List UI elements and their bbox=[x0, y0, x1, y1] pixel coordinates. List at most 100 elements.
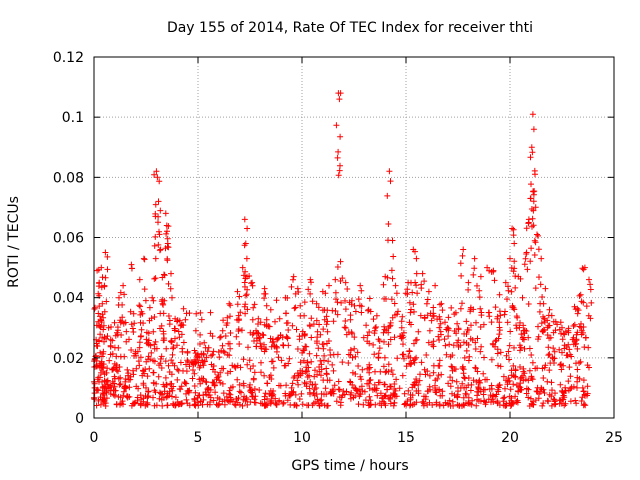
data-point bbox=[587, 286, 594, 293]
data-point bbox=[176, 334, 183, 341]
data-point bbox=[509, 304, 516, 311]
data-point bbox=[111, 392, 118, 399]
data-point bbox=[109, 366, 116, 373]
data-point bbox=[385, 221, 392, 227]
data-point bbox=[289, 389, 296, 396]
data-point bbox=[373, 312, 380, 319]
data-point bbox=[438, 371, 445, 378]
data-point bbox=[579, 265, 586, 272]
data-point bbox=[167, 380, 174, 387]
data-point bbox=[351, 345, 358, 352]
data-point bbox=[124, 393, 131, 400]
data-point bbox=[529, 149, 536, 156]
x-tick-label: 25 bbox=[605, 430, 623, 446]
data-point bbox=[558, 400, 565, 407]
data-point bbox=[140, 395, 147, 402]
data-point bbox=[335, 386, 342, 393]
data-point bbox=[334, 264, 341, 270]
data-point bbox=[136, 362, 143, 369]
data-point bbox=[242, 301, 249, 308]
data-point bbox=[497, 349, 504, 356]
data-point bbox=[580, 388, 587, 395]
data-point bbox=[244, 306, 251, 313]
data-point bbox=[267, 306, 274, 313]
data-point bbox=[449, 364, 456, 371]
data-point bbox=[162, 210, 169, 217]
data-point bbox=[430, 312, 437, 319]
data-point bbox=[355, 363, 362, 369]
data-point bbox=[316, 402, 323, 409]
data-point bbox=[540, 300, 547, 307]
data-point bbox=[164, 235, 171, 242]
data-point bbox=[336, 96, 343, 103]
data-point bbox=[239, 264, 246, 271]
data-point bbox=[490, 341, 497, 348]
data-point bbox=[496, 331, 503, 338]
data-point bbox=[337, 90, 344, 97]
data-point bbox=[145, 393, 152, 399]
data-point bbox=[510, 362, 517, 369]
data-point bbox=[191, 370, 198, 377]
data-point bbox=[316, 321, 323, 328]
data-point bbox=[387, 394, 394, 401]
data-point bbox=[226, 352, 233, 359]
data-point bbox=[470, 377, 477, 384]
data-point bbox=[244, 286, 251, 293]
data-point bbox=[579, 384, 586, 391]
data-point bbox=[166, 321, 173, 328]
data-point bbox=[376, 400, 383, 407]
data-point bbox=[510, 381, 517, 388]
data-point bbox=[163, 345, 170, 352]
data-point bbox=[314, 371, 321, 378]
data-point bbox=[366, 385, 373, 392]
data-point bbox=[477, 348, 484, 355]
data-point bbox=[453, 378, 460, 385]
data-point bbox=[544, 332, 551, 338]
data-point bbox=[534, 231, 540, 238]
data-point bbox=[224, 320, 231, 326]
data-point bbox=[575, 307, 582, 314]
data-point bbox=[482, 401, 489, 408]
data-point bbox=[505, 348, 512, 355]
data-point bbox=[217, 333, 224, 340]
data-point bbox=[197, 398, 204, 405]
data-point bbox=[241, 242, 248, 249]
data-point bbox=[535, 246, 542, 253]
data-point bbox=[511, 258, 518, 265]
data-point bbox=[146, 365, 153, 372]
data-point bbox=[305, 286, 312, 293]
data-point bbox=[389, 275, 396, 282]
data-point bbox=[381, 323, 388, 330]
data-point bbox=[421, 366, 428, 373]
data-point bbox=[155, 241, 162, 248]
data-point bbox=[137, 402, 144, 409]
data-point bbox=[436, 337, 443, 343]
data-point bbox=[381, 381, 388, 388]
data-point bbox=[463, 384, 470, 391]
data-point bbox=[475, 398, 482, 404]
data-point bbox=[523, 390, 530, 397]
data-point bbox=[355, 401, 362, 408]
data-point bbox=[506, 342, 513, 349]
data-point bbox=[97, 349, 104, 356]
data-point bbox=[433, 399, 440, 406]
data-point bbox=[557, 397, 564, 404]
data-point bbox=[391, 381, 398, 387]
data-point bbox=[573, 400, 580, 407]
data-point bbox=[528, 375, 535, 381]
data-point bbox=[191, 396, 198, 403]
data-point bbox=[510, 400, 516, 407]
data-point bbox=[273, 401, 280, 408]
y-tick-label: 0.1 bbox=[62, 110, 84, 126]
data-point bbox=[572, 341, 579, 348]
data-point bbox=[454, 394, 461, 401]
data-point bbox=[359, 366, 366, 373]
data-point bbox=[517, 319, 523, 326]
data-point bbox=[527, 154, 534, 161]
data-point bbox=[400, 329, 407, 336]
data-point bbox=[563, 352, 570, 359]
data-point bbox=[393, 290, 400, 297]
data-point bbox=[174, 318, 180, 325]
data-point bbox=[502, 385, 508, 392]
data-point bbox=[513, 398, 520, 405]
